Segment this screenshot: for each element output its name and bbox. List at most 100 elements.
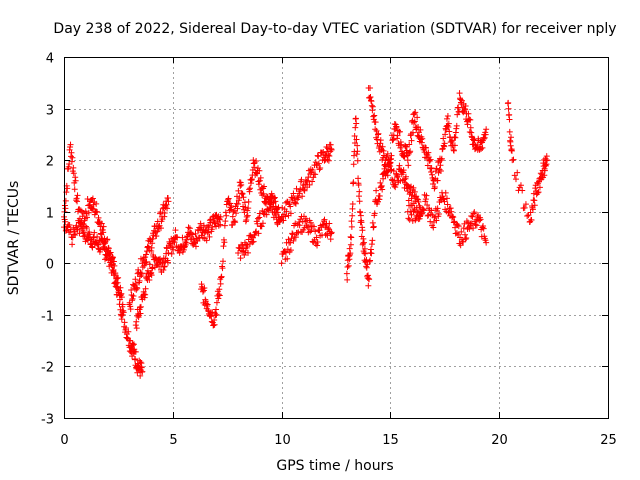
data-point-interp (408, 137, 415, 144)
data-point-interp (456, 90, 463, 97)
data-point-interp (213, 299, 220, 306)
data-point-interp (372, 119, 379, 126)
data-point-interp (406, 141, 413, 148)
data-point-interp (95, 214, 102, 221)
data-point-interp (467, 116, 474, 123)
data-point-interp (423, 192, 430, 199)
data-point-interp (296, 222, 303, 229)
data-point-interp (362, 250, 369, 257)
data-point-interp (274, 209, 281, 216)
data-point (483, 126, 490, 133)
data-point-interp (433, 217, 440, 224)
data-point-interp (256, 214, 263, 221)
data-point (404, 157, 411, 164)
data-point-interp (98, 220, 105, 227)
data-point-interp (365, 272, 372, 279)
data-point-interp (360, 239, 367, 246)
data-point-interp (424, 162, 431, 169)
y-tick-label: -1 (41, 310, 54, 325)
data-point-interp (409, 202, 416, 209)
data-point-interp (133, 325, 140, 332)
data-point-interp (153, 232, 160, 239)
data-point-interp (154, 228, 161, 235)
data-point-interp (107, 249, 114, 256)
data-point-interp (254, 165, 261, 172)
data-point-interp (349, 212, 356, 219)
data-point-interp (240, 194, 247, 201)
data-point-interp (206, 222, 213, 229)
data-point-interp (325, 152, 332, 159)
series-4 (126, 194, 172, 313)
data-point-interp (211, 321, 218, 328)
data-point-interp (450, 214, 457, 221)
data-point-interp (299, 193, 306, 200)
data-point-interp (407, 148, 414, 155)
data-point-interp (134, 285, 141, 292)
data-point-interp (104, 236, 111, 243)
data-point-interp (345, 262, 352, 269)
data-point-interp (510, 156, 517, 163)
data-points (61, 84, 551, 379)
data-point-interp (411, 188, 418, 195)
data-point-interp (471, 209, 478, 216)
data-point (443, 115, 450, 122)
data-point-interp (422, 144, 429, 151)
data-point-interp (85, 235, 92, 242)
data-point-interp (282, 213, 289, 220)
data-point-interp (183, 239, 190, 246)
data-point-interp (326, 153, 333, 160)
data-point-interp (507, 142, 514, 149)
data-point-interp (411, 207, 418, 214)
data-point-interp (220, 243, 227, 250)
data-point-interp (352, 115, 359, 122)
data-point-interp (512, 176, 519, 183)
data-point-interp (280, 217, 287, 224)
data-point-interp (466, 128, 473, 135)
data-point-interp (428, 207, 435, 214)
data-point-interp (188, 230, 195, 237)
series-6 (235, 141, 335, 262)
data-point (448, 208, 455, 215)
data-point-interp (347, 233, 354, 240)
data-point-interp (542, 161, 549, 168)
data-point-interp (353, 120, 360, 127)
data-point-interp (62, 218, 69, 225)
data-point-interp (353, 151, 360, 158)
data-point-interp (326, 220, 333, 227)
data-point-interp (315, 153, 322, 160)
data-point-interp (70, 231, 77, 238)
data-point-interp (531, 202, 538, 209)
plot-frame (64, 57, 609, 419)
data-point-interp (245, 198, 252, 205)
data-point-interp (230, 208, 237, 215)
data-point-interp (143, 251, 150, 258)
data-point (313, 234, 320, 241)
data-point-interp (367, 257, 374, 264)
series-10 (404, 189, 490, 249)
data-point-interp (221, 239, 228, 246)
data-point-interp (449, 213, 456, 220)
data-point-interp (118, 294, 125, 301)
data-point-interp (452, 134, 459, 141)
data-point-interp (216, 286, 223, 293)
data-point-interp (94, 208, 101, 215)
series-9 (365, 84, 490, 192)
data-point-interp (321, 216, 328, 223)
data-point-interp (309, 166, 316, 173)
data-point-interp (359, 227, 366, 234)
data-point-interp (148, 272, 155, 279)
data-point-interp (100, 223, 107, 230)
data-point-interp (473, 222, 480, 229)
data-point-interp (218, 273, 225, 280)
data-point-interp (94, 233, 101, 240)
chart-title: Day 238 of 2022, Sidereal Day-to-day VTE… (53, 21, 616, 37)
data-point-interp (235, 187, 242, 194)
data-point-interp (179, 234, 186, 241)
data-point-interp (521, 204, 528, 211)
data-point-interp (363, 256, 370, 263)
data-point (544, 157, 551, 164)
data-point-interp (415, 198, 422, 205)
data-point-interp (309, 178, 316, 185)
data-point-interp (375, 130, 382, 137)
data-point-interp (401, 153, 408, 160)
